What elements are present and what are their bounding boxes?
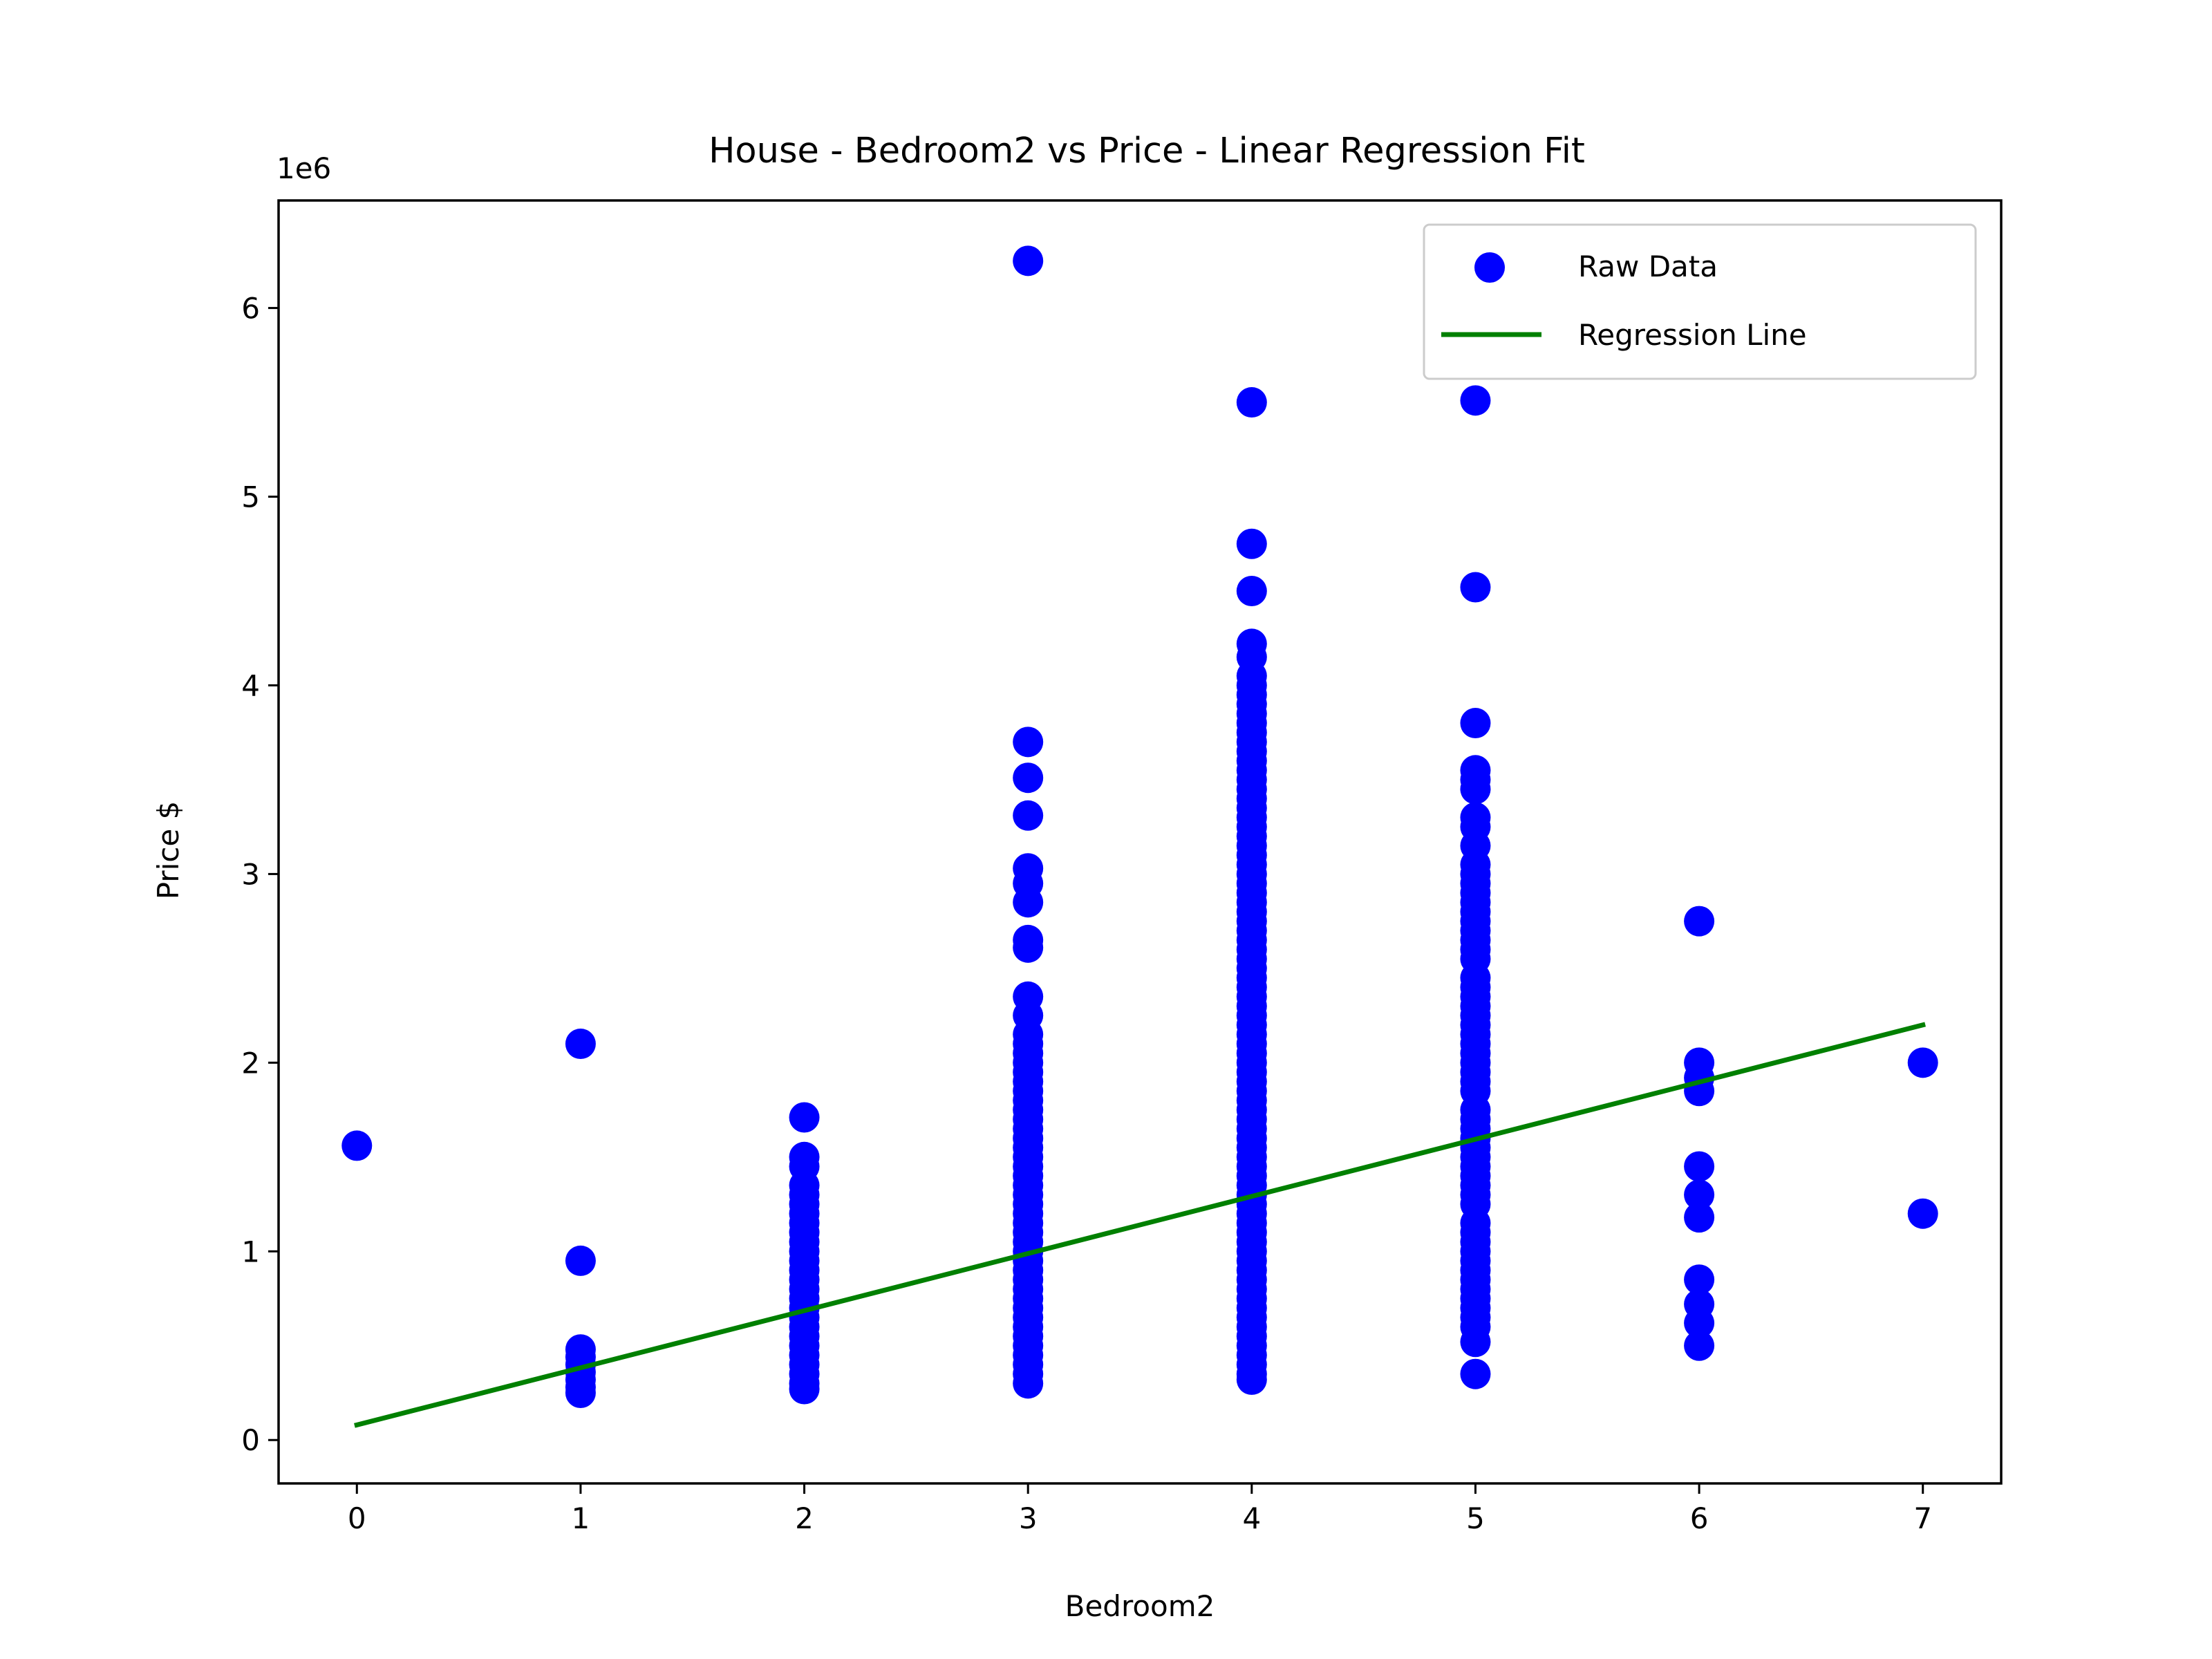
data-point <box>1684 1308 1715 1338</box>
data-point <box>1684 1151 1715 1182</box>
data-point <box>1013 1368 1044 1399</box>
data-point <box>565 1377 596 1408</box>
data-point <box>1907 1198 1938 1229</box>
axes-frame <box>277 199 2003 1485</box>
x-tick-label: 1 <box>572 1501 590 1535</box>
x-axis-label: Bedroom2 <box>1065 1589 1215 1623</box>
data-point <box>1907 1047 1938 1078</box>
data-point <box>1460 572 1491 603</box>
x-tick-label: 2 <box>795 1501 814 1535</box>
data-point <box>789 1374 820 1405</box>
data-point <box>341 1130 373 1161</box>
y-tick-label: 1 <box>241 1235 260 1268</box>
data-point <box>1460 385 1491 416</box>
x-tick-label: 3 <box>1019 1501 1038 1535</box>
data-point <box>1013 727 1044 758</box>
data-point <box>1460 1327 1491 1358</box>
legend: Raw Data Regression Line <box>1423 223 1977 380</box>
data-point <box>1684 906 1715 937</box>
y-scale-label: 1e6 <box>276 151 331 185</box>
data-point <box>1684 1179 1715 1210</box>
data-point <box>1684 1330 1715 1361</box>
y-axis-label: Price $ <box>151 801 185 900</box>
data-point <box>789 1102 820 1133</box>
x-tick-label: 4 <box>1242 1501 1261 1535</box>
y-axis-ticks: 0 1 2 3 4 5 6 <box>241 292 279 1457</box>
regression-line <box>354 1022 1926 1428</box>
data-point <box>1236 575 1267 606</box>
y-tick-label: 3 <box>241 857 260 891</box>
plot-area <box>341 245 1938 1428</box>
legend-box <box>1423 223 1977 380</box>
data-point <box>565 1245 596 1276</box>
x-axis-ticks: 0 1 2 3 4 5 6 7 <box>348 1483 1932 1535</box>
chart-title: House - Bedroom2 vs Price - Linear Regre… <box>709 131 1585 171</box>
data-point <box>1460 774 1491 805</box>
x-tick-label: 6 <box>1690 1501 1709 1535</box>
y-tick-label: 2 <box>241 1046 260 1080</box>
data-point <box>1013 932 1044 963</box>
data-point <box>1236 528 1267 559</box>
data-point <box>1460 1358 1491 1389</box>
legend-label-raw-data: Raw Data <box>1578 250 1718 283</box>
x-tick-label: 0 <box>348 1501 366 1535</box>
y-tick-label: 5 <box>241 480 260 514</box>
y-tick-label: 6 <box>241 292 260 326</box>
data-point <box>1236 387 1267 418</box>
data-point <box>1013 245 1044 276</box>
data-point <box>1684 1202 1715 1233</box>
data-point <box>1460 708 1491 739</box>
data-point <box>565 1029 596 1060</box>
x-tick-label: 5 <box>1466 1501 1485 1535</box>
data-point <box>1013 800 1044 831</box>
data-point <box>1684 1264 1715 1295</box>
legend-scatter-marker <box>1474 252 1505 283</box>
legend-label-regression-line: Regression Line <box>1578 318 1807 352</box>
data-point <box>1013 762 1044 794</box>
data-point <box>1013 887 1044 918</box>
y-tick-label: 4 <box>241 668 260 702</box>
y-tick-label: 0 <box>241 1423 260 1457</box>
x-tick-label: 7 <box>1913 1501 1932 1535</box>
data-point <box>1236 1364 1267 1395</box>
